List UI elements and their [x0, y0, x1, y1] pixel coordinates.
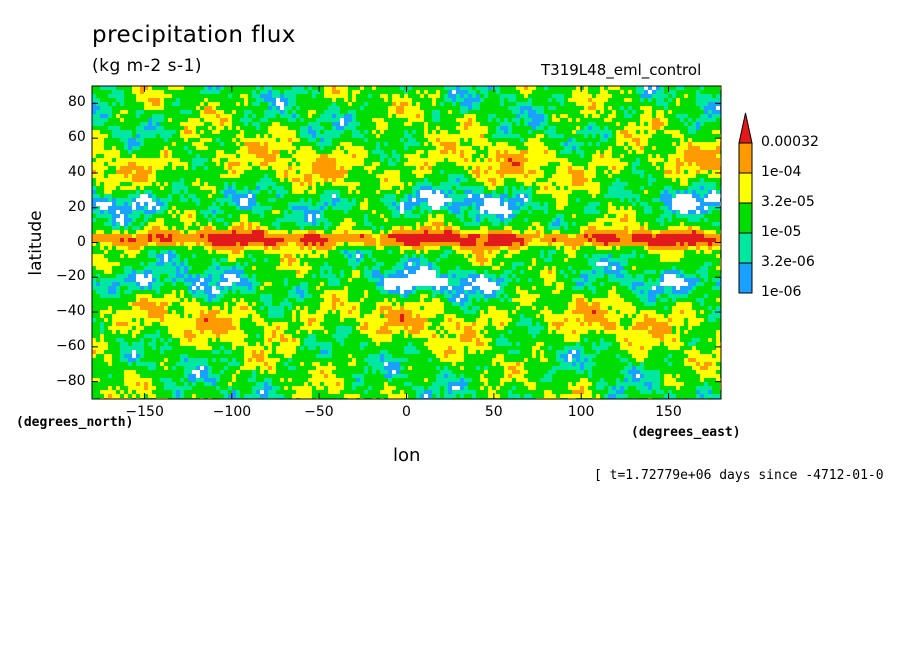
x-tick-label: 100 — [567, 404, 595, 420]
x-tick-label: −50 — [304, 404, 334, 420]
chart-units: (kg m-2 s-1) — [92, 56, 203, 76]
chart-title: precipitation flux — [92, 22, 296, 48]
y-tick-label: −60 — [56, 337, 86, 354]
y-axis-label: latitude — [26, 210, 46, 276]
x-axis-label: lon — [393, 445, 421, 466]
y-tick-label: 20 — [68, 198, 86, 215]
colorbar-label: 1e-04 — [761, 164, 802, 180]
colorbar-segment — [738, 262, 753, 294]
x-axis-units: (degrees_east) — [631, 425, 741, 440]
x-tick-label: −100 — [212, 404, 252, 420]
y-tick-label: −20 — [56, 268, 86, 285]
y-tick-label: −80 — [56, 372, 86, 389]
colorbar-label: 1e-06 — [761, 284, 802, 300]
x-tick-label: 150 — [655, 404, 682, 420]
colorbar-segment — [738, 172, 753, 204]
y-tick-label: 80 — [68, 94, 86, 111]
colorbar-label: 1e-05 — [761, 224, 802, 240]
y-tick-label: 40 — [68, 163, 86, 180]
x-tick-label: 50 — [484, 404, 503, 420]
y-tick-label: 60 — [68, 129, 86, 146]
y-axis-units: (degrees_north) — [16, 415, 134, 430]
y-tick-label: 0 — [77, 233, 86, 250]
x-tick-label: 0 — [402, 404, 411, 420]
colorbar-extend-triangle — [738, 112, 753, 144]
y-tick-label: −40 — [56, 303, 86, 320]
colorbar-label: 3.2e-05 — [761, 194, 815, 210]
colorbar-segment — [738, 142, 753, 174]
run-label: T319L48_eml_control — [541, 61, 702, 79]
precipitation-field — [92, 86, 721, 399]
x-tick-label: −150 — [125, 404, 164, 420]
colorbar-segment — [738, 202, 753, 234]
time-stamp: [ t=1.72779e+06 days since -4712-01-0 — [594, 468, 884, 483]
colorbar-label: 0.00032 — [761, 134, 819, 150]
colorbar-segment — [738, 232, 753, 264]
colorbar-label: 3.2e-06 — [761, 254, 815, 270]
